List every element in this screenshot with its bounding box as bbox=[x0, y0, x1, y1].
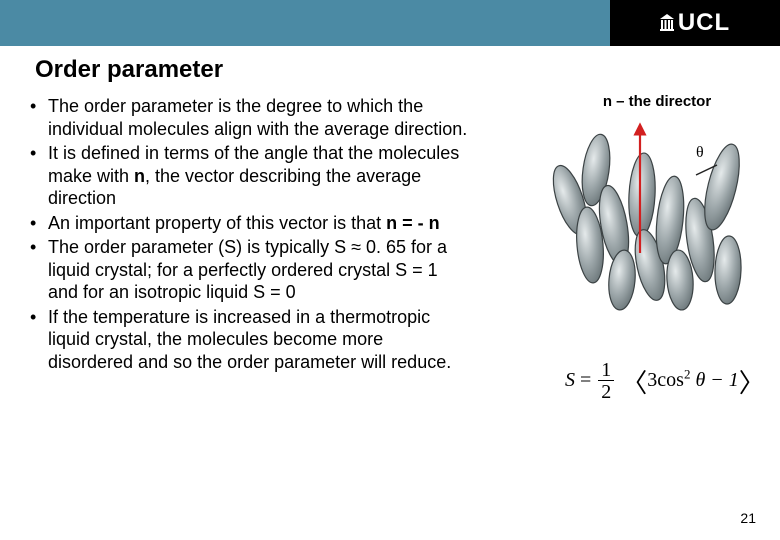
bullet-item: The order parameter (S) is typically S ≈… bbox=[26, 236, 470, 304]
eq-equals: = bbox=[580, 369, 591, 391]
bullet-item: It is defined in terms of the angle that… bbox=[26, 142, 470, 210]
bullet-item: The order parameter is the degree to whi… bbox=[26, 95, 470, 140]
eq-langle: 〈 bbox=[621, 369, 647, 398]
ucl-portico-icon bbox=[660, 14, 674, 32]
eq-inner-b: θ − 1 bbox=[690, 369, 738, 391]
svg-text:θ: θ bbox=[696, 144, 704, 161]
eq-denominator: 2 bbox=[598, 381, 614, 403]
order-parameter-equation: S = 1 2 〈3cos 2 θ − 1〉 bbox=[565, 360, 765, 403]
ucl-logo-text: UCL bbox=[678, 9, 730, 37]
bullet-item: If the temperature is increased in a the… bbox=[26, 306, 470, 374]
diagram-caption: n – the director bbox=[542, 93, 772, 110]
director-diagram: n – the director θ bbox=[542, 93, 772, 315]
header-left bbox=[0, 0, 610, 46]
page-number: 21 bbox=[740, 510, 756, 526]
molecules-svg: θ bbox=[552, 115, 762, 315]
header-bar: UCL bbox=[0, 0, 780, 46]
eq-fraction: 1 2 bbox=[598, 360, 614, 403]
header-right: UCL bbox=[610, 0, 780, 46]
bullet-list: The order parameter is the degree to whi… bbox=[26, 95, 470, 375]
bullet-item: An important property of this vector is … bbox=[26, 212, 470, 235]
eq-inner-a: 3cos bbox=[647, 369, 684, 391]
eq-S: S bbox=[565, 369, 575, 391]
slide: UCL Order parameter The order parameter … bbox=[0, 0, 780, 540]
eq-rangle: 〉 bbox=[739, 369, 765, 398]
eq-numerator: 1 bbox=[598, 360, 614, 381]
slide-title: Order parameter bbox=[35, 56, 223, 84]
